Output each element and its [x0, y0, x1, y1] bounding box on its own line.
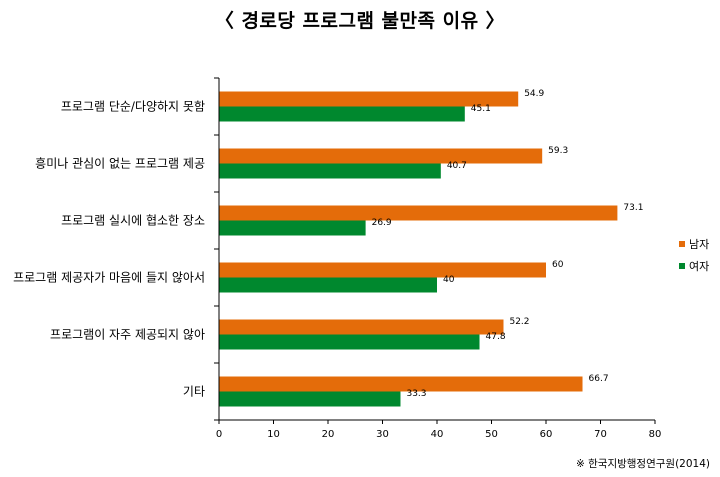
bar-female-0: [219, 106, 465, 122]
x-tick-label: 60: [540, 429, 553, 440]
legend-label: 남자: [689, 238, 709, 251]
data-label: 73.1: [623, 203, 643, 213]
legend-label: 여자: [689, 260, 709, 273]
data-label: 60: [552, 260, 564, 270]
x-tick-label: 70: [594, 429, 607, 440]
bar-male-3: [219, 262, 546, 278]
x-tick-label: 20: [322, 429, 335, 440]
x-tick-label: 10: [267, 429, 280, 440]
bar-female-2: [219, 220, 366, 236]
data-label: 52.2: [509, 317, 529, 327]
category-label: 프로그램이 자주 제공되지 않아: [50, 328, 205, 342]
bars-group: 54.9 45.1 59.3 40.7 73.1 26.9 60 40 52.247.8 66.7…: [219, 89, 643, 407]
data-label: 45.1: [471, 104, 491, 114]
data-label: 59.3: [548, 146, 568, 156]
source-note: ※ 한국지방행정연구원(2014): [576, 458, 710, 470]
bar-female-1: [219, 163, 441, 179]
x-tick-label: 0: [216, 429, 222, 440]
category-label: 프로그램 실시에 협소한 장소: [61, 214, 205, 228]
x-tick-label: 50: [485, 429, 498, 440]
category-label: 프로그램 단순/다양하지 못함: [61, 100, 205, 114]
data-label: 54.9: [524, 89, 544, 99]
x-tick-label: 80: [649, 429, 662, 440]
bar-male-0: [219, 91, 519, 107]
data-label: 40: [443, 275, 455, 285]
data-label: 40.7: [447, 161, 467, 171]
category-label: 프로그램 제공자가 마음에 들지 않아서: [13, 271, 205, 285]
x-tick-label: 40: [431, 429, 444, 440]
axes-group: 0 10 20 30 40 50 60 70 80: [214, 77, 662, 440]
data-label: 66.7: [589, 374, 609, 384]
bar-male-1: [219, 148, 543, 164]
bar-male-5: [219, 376, 583, 392]
legend-swatch-male: [679, 241, 685, 247]
data-label: 47.8: [486, 332, 506, 342]
data-label: 33.3: [406, 389, 426, 399]
bar-female-3: [219, 277, 437, 293]
bar-female-4: [219, 334, 480, 350]
legend-swatch-female: [679, 263, 685, 269]
x-tick-label: 30: [376, 429, 389, 440]
category-label: 기타: [183, 385, 205, 399]
category-label: 흥미나 관심이 없는 프로그램 제공: [35, 157, 205, 171]
bar-male-4: [219, 319, 504, 335]
data-label: 26.9: [372, 218, 392, 228]
bar-female-5: [219, 391, 401, 407]
chart-title: 〈 경로당 프로그램 불만족 이유 〉: [214, 10, 506, 32]
bar-male-2: [219, 205, 618, 221]
